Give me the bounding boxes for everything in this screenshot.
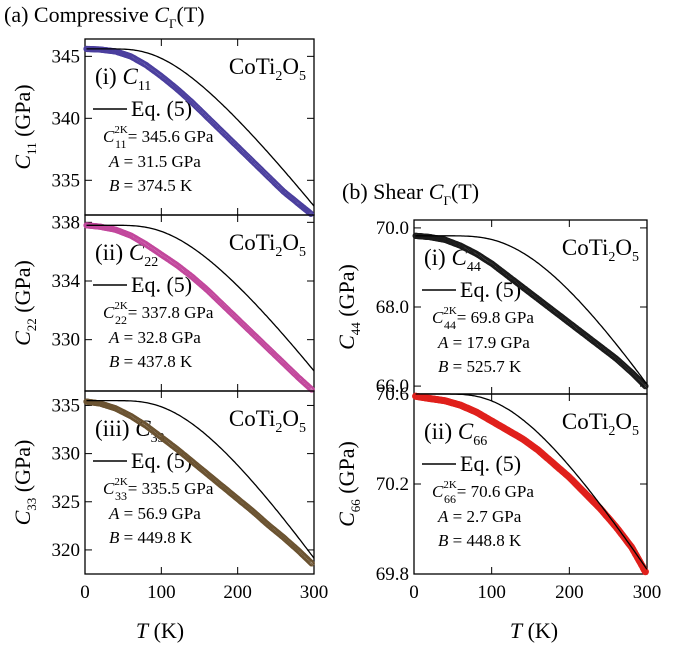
y-axis-title: C11 (GPa) xyxy=(10,84,39,169)
y-tick-label: 70.6 xyxy=(376,384,409,405)
y-tick-label: 334 xyxy=(52,271,81,292)
y-axis-title: C44 (GPa) xyxy=(334,264,363,350)
panel-label: (iii) C33 xyxy=(95,416,165,446)
param-b: B = 448.8 K xyxy=(438,531,522,550)
y-tick-label: 320 xyxy=(52,540,81,561)
compound-label: CoTi2O5 xyxy=(229,406,306,436)
data-point xyxy=(641,568,649,576)
y-tick-label: 69.8 xyxy=(376,564,409,585)
data-point xyxy=(308,560,315,567)
y-tick-label: 68.0 xyxy=(376,297,409,318)
x-tick-label: 0 xyxy=(409,582,419,603)
panel-label: (ii) C66 xyxy=(424,419,487,449)
x-axis-title-left: T (K) xyxy=(136,618,184,643)
data-point xyxy=(641,381,648,389)
param-c2k-sub: 11 xyxy=(115,137,127,151)
y-tick-label: 66.0 xyxy=(376,376,409,397)
param-b: B = 437.8 K xyxy=(109,352,193,371)
param-c2k: C2K= 337.8 GPa xyxy=(103,300,214,322)
param-c2k-sub: 44 xyxy=(444,318,456,332)
fit-curve xyxy=(415,235,648,385)
group-a-title: (a) Compressive CΓ(T) xyxy=(4,2,205,31)
param-b: B = 525.7 K xyxy=(438,357,522,376)
legend-label: Eq. (5) xyxy=(460,451,521,476)
data-point xyxy=(307,559,314,566)
param-a: A = 32.8 GPa xyxy=(108,328,201,347)
y-tick-label: 325 xyxy=(52,492,81,513)
panel-label: (ii) C22 xyxy=(95,240,158,270)
x-tick-label: 0 xyxy=(80,582,90,603)
param-c2k: C2K= 335.5 GPa xyxy=(103,476,214,498)
fit-curve xyxy=(86,224,315,372)
y-axis-title: C22 (GPa) xyxy=(10,260,39,346)
fit-curve xyxy=(415,393,648,570)
data-point xyxy=(308,386,315,393)
fit-curve xyxy=(86,399,315,559)
y-tick-label: 70.2 xyxy=(376,474,409,495)
panel-c66: 69.8 70.2 70.6 0 100 200 300 C66 (GPa) CoTi2O5 (i… xyxy=(334,384,661,603)
x-tick-label: 300 xyxy=(633,582,662,603)
param-c2k: C2K= 69.8 GPa xyxy=(432,305,534,327)
param-a: A = 56.9 GPa xyxy=(108,504,201,523)
x-tick-label: 100 xyxy=(477,582,506,603)
data-point xyxy=(306,209,314,217)
param-a: A = 17.9 GPa xyxy=(437,333,530,352)
compound-label: CoTi2O5 xyxy=(562,235,639,265)
param-c2k: C2K= 70.6 GPa xyxy=(432,479,534,501)
param-c2k-sub: 66 xyxy=(444,492,456,506)
panel-label: (i) C44 xyxy=(424,245,481,275)
param-c2k: C2K= 345.6 GPa xyxy=(103,124,214,146)
legend-label: Eq. (5) xyxy=(131,272,192,297)
legend-label: Eq. (5) xyxy=(131,96,192,121)
compound-label: CoTi2O5 xyxy=(229,230,306,260)
data-point xyxy=(307,210,315,217)
param-b: B = 449.8 K xyxy=(109,528,193,547)
data-point xyxy=(306,558,314,565)
y-tick-label: 335 xyxy=(52,170,81,191)
group-b-title: (b) Shear CΓ(T) xyxy=(342,179,479,208)
fit-curve xyxy=(86,48,315,207)
param-b: B = 374.5 K xyxy=(109,176,193,195)
compound-label: CoTi2O5 xyxy=(229,54,306,84)
param-c2k-sub: 33 xyxy=(115,489,127,503)
y-tick-label: 345 xyxy=(52,46,81,67)
param-a: A = 2.7 GPa xyxy=(437,507,522,526)
x-tick-label: 200 xyxy=(223,582,252,603)
x-tick-label: 100 xyxy=(147,582,176,603)
data-point xyxy=(642,382,649,390)
plot-frame xyxy=(84,390,315,575)
y-tick-label: 340 xyxy=(52,108,81,129)
y-axis-title: C33 (GPa) xyxy=(10,440,39,526)
y-tick-label: 338 xyxy=(52,212,81,233)
param-c2k-sub: 22 xyxy=(115,313,127,327)
x-axis-title-right: T (K) xyxy=(510,618,558,643)
y-tick-label: 330 xyxy=(52,444,81,465)
y-tick-label: 70.0 xyxy=(376,218,409,239)
y-axis-title: C66 (GPa) xyxy=(334,441,363,527)
compound-label: CoTi2O5 xyxy=(562,409,639,439)
x-tick-label: 300 xyxy=(300,582,329,603)
panel-c33: 320 325 330 335 0 100 200 300 C33 (GPa) CoTi2O5 (i… xyxy=(10,390,329,603)
panel-label: (i) C11 xyxy=(95,64,151,94)
y-tick-label: 330 xyxy=(52,330,81,351)
x-tick-label: 200 xyxy=(555,582,584,603)
y-tick-label: 335 xyxy=(52,395,81,416)
param-a: A = 31.5 GPa xyxy=(108,152,201,171)
